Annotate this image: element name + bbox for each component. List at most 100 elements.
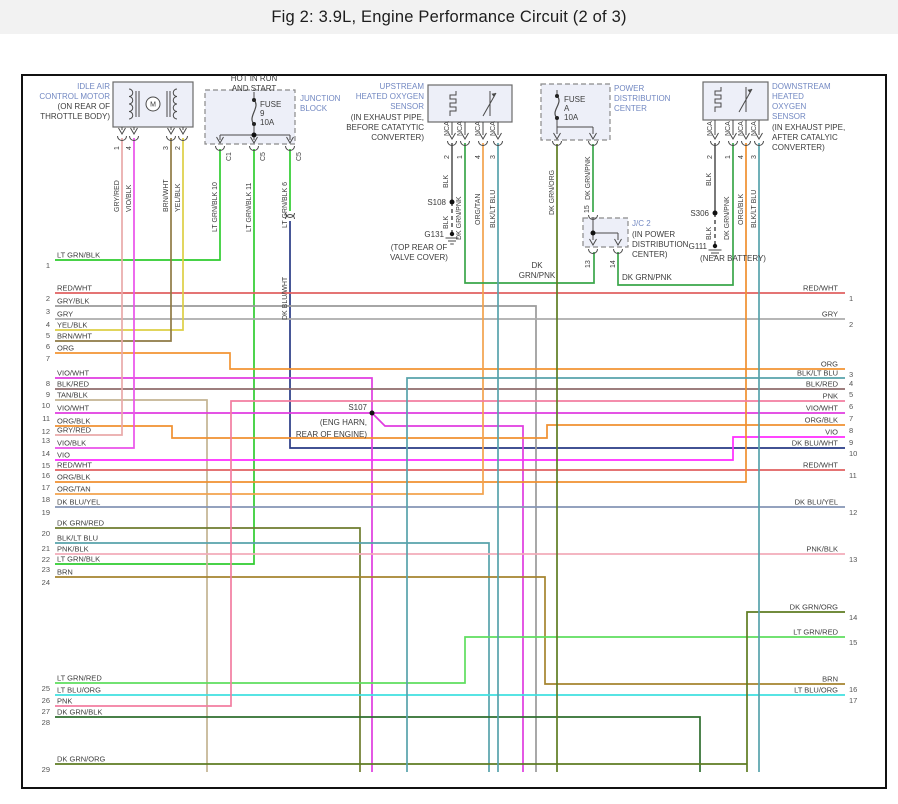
wire-tan-blk [55, 399, 208, 772]
connector-icon [249, 145, 259, 151]
ground-icon [712, 243, 718, 249]
left-row-label-29: DK GRN/ORG [57, 755, 106, 764]
left-row-number-1: 1 [46, 261, 50, 270]
arrow-icon [286, 136, 294, 144]
left-row-label-22: PNK/BLK [57, 545, 89, 554]
wire-name-label: 14 [610, 260, 617, 268]
connector-icon [478, 140, 488, 146]
wire-name-label: 1 [114, 146, 121, 150]
right-row-label-7: VIO/WHT [806, 404, 838, 413]
wire-name-label: BLK [443, 174, 450, 188]
left-row-number-14: 14 [42, 449, 50, 458]
wire-name-label: 4 [126, 146, 133, 150]
connector-icon [285, 212, 295, 218]
right-row-label-11: RED/WHT [803, 461, 838, 470]
wire-brn [55, 576, 845, 685]
wire-name-label: NCA [725, 121, 732, 136]
component-label: CONVERTER) [371, 133, 424, 142]
right-row-label-17: LT BLU/ORG [794, 686, 838, 695]
wire-gry-red [55, 138, 123, 436]
left-row-label-14: VIO/BLK [57, 439, 86, 448]
upstream-o2-sensor-box [427, 84, 513, 123]
component-label: FUSE [260, 100, 281, 109]
left-row-label-13: GRY/RED [57, 426, 92, 435]
component-label: (IN EXHAUST PIPE, [772, 123, 845, 132]
left-row-number-2: 2 [46, 294, 50, 303]
component-label: DK GRN/PNK [622, 273, 672, 282]
left-row-label-4: GRY [57, 310, 73, 319]
wire-org-blk-a [55, 424, 845, 439]
connector-icon [460, 140, 470, 146]
left-row-label-3: GRY/BLK [57, 297, 89, 306]
wire-name-label: NCA [751, 121, 758, 136]
wire-vio [55, 436, 845, 461]
wire-dk-grn-red [55, 527, 361, 772]
connector-icon [728, 140, 738, 146]
motor-icon [145, 96, 161, 112]
wire-name-label: ORG/TAN [475, 194, 482, 225]
component-label: CENTER [614, 104, 647, 113]
wire-name-label: C1 [226, 152, 233, 161]
downstream-o2-sensor-box [702, 81, 769, 121]
component-label: BLOCK [300, 104, 328, 113]
component-label: (IN EXHAUST PIPE, [351, 113, 424, 122]
component-label: VALVE COVER) [390, 253, 448, 262]
left-row-number-6: 6 [46, 342, 50, 351]
arrow-icon [553, 132, 561, 140]
left-row-label-10: TAN/BLK [57, 391, 88, 400]
left-row-label-26: LT BLU/ORG [57, 686, 101, 695]
left-row-number-13: 13 [42, 436, 50, 445]
right-row-label-5: BLK/RED [806, 380, 839, 389]
component-label: HEATED OXYGEN [356, 92, 425, 101]
figure-title: Fig 2: 3.9L, Engine Performance Circuit … [271, 7, 627, 26]
component-label: (NEAR BATTERY) [700, 254, 766, 263]
connector-icon [178, 135, 188, 141]
left-row-label-27: PNK [57, 697, 72, 706]
component-label: JUNCTION [300, 94, 341, 103]
fuse-terminal [252, 98, 256, 102]
right-row-label-10: DK BLU/WHT [792, 439, 839, 448]
component-label: SENSOR [772, 112, 806, 121]
component-label: CONTROL MOTOR [39, 92, 110, 101]
arrow-icon [479, 132, 487, 140]
left-row-number-5: 5 [46, 331, 50, 340]
wire-name-label: 2 [707, 155, 714, 159]
left-row-label-20: DK GRN/RED [57, 519, 105, 528]
right-row-number-17: 17 [849, 696, 857, 705]
wire-up-dk-grn-pnk [464, 143, 595, 284]
ground-icon [449, 231, 455, 237]
wire-vio-blk [55, 138, 135, 449]
fuse-terminal [555, 116, 559, 120]
component-label: DISTRIBUTION [614, 94, 671, 103]
left-row-number-12: 12 [42, 427, 50, 436]
wire-jb-c1-lt-grn-blk-10 [55, 149, 221, 261]
arrow-icon [729, 132, 737, 140]
splice-dot [712, 210, 718, 216]
fuse-icon [251, 99, 257, 125]
right-row-label-13: PNK/BLK [806, 545, 838, 554]
left-row-number-8: 8 [46, 379, 50, 388]
component-label: CENTER) [632, 250, 668, 259]
left-row-number-28: 28 [42, 718, 50, 727]
connector-icon [117, 135, 127, 141]
connector-icon [285, 145, 295, 151]
left-row-label-19: DK BLU/YEL [57, 498, 100, 507]
wire-org-blk-b [55, 143, 747, 483]
wire-org-tan [55, 143, 484, 495]
left-row-number-15: 15 [42, 461, 50, 470]
wire-name-label: NCA [707, 121, 714, 136]
fuse-terminal [555, 94, 559, 98]
right-row-number-10: 10 [849, 449, 857, 458]
left-row-label-9: BLK/RED [57, 380, 90, 389]
arrow-icon [250, 136, 258, 144]
connector-icon [588, 140, 598, 146]
connector-icon [215, 145, 225, 151]
component-label: BEFORE CATATYTIC [346, 123, 424, 132]
right-row-label-4: BLK/LT BLU [797, 369, 838, 378]
wire-s107-branch [371, 412, 524, 772]
connector-icon [588, 248, 598, 254]
left-row-label-5: YEL/BLK [57, 321, 87, 330]
wire-brn-wht [55, 138, 172, 342]
connector-icon [754, 140, 764, 146]
